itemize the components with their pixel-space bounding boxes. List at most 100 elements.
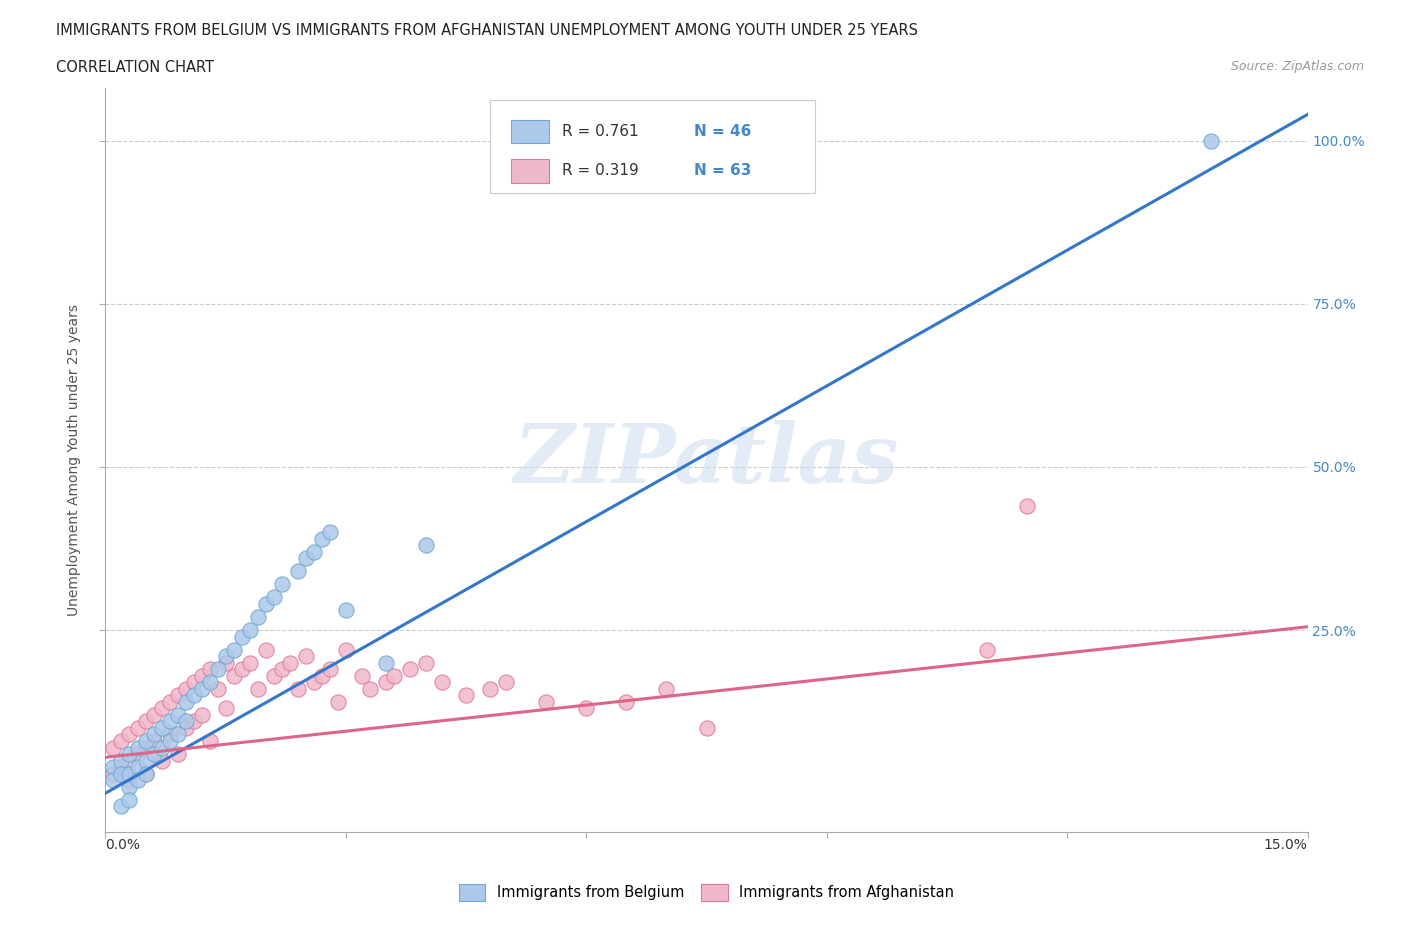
Point (159, 695, 181, 710)
Point (198, 675, 221, 690)
Point (127, 773, 149, 788)
Point (135, 714, 157, 729)
Point (415, 656, 437, 671)
Point (142, 747, 165, 762)
Point (150, 721, 173, 736)
FancyBboxPatch shape (510, 120, 548, 143)
Point (214, 649, 236, 664)
Point (575, 701, 598, 716)
Point (350, 669, 373, 684)
Point (135, 740, 157, 755)
Point (118, 753, 141, 768)
Point (295, 551, 318, 565)
Point (166, 708, 188, 723)
Point (174, 682, 197, 697)
FancyBboxPatch shape (491, 100, 814, 193)
Point (302, 675, 325, 690)
Text: ZIPatlas: ZIPatlas (513, 420, 900, 500)
Point (118, 773, 141, 788)
Text: R = 0.761: R = 0.761 (562, 124, 638, 139)
Text: 0.0%: 0.0% (105, 838, 141, 852)
Point (103, 740, 125, 755)
Point (382, 669, 405, 684)
Point (135, 766, 157, 781)
Point (110, 760, 132, 775)
Point (150, 701, 173, 716)
Point (207, 682, 229, 697)
Point (302, 544, 325, 559)
Point (110, 766, 132, 781)
Point (135, 753, 157, 768)
Point (287, 682, 309, 697)
Point (159, 727, 181, 742)
Point (135, 734, 157, 749)
Point (135, 766, 157, 781)
Text: Source: ZipAtlas.com: Source: ZipAtlas.com (1230, 60, 1364, 73)
Point (239, 622, 262, 637)
Point (207, 662, 229, 677)
Point (103, 766, 125, 781)
Point (127, 740, 149, 755)
Point (319, 662, 342, 677)
Point (110, 799, 132, 814)
Point (454, 688, 477, 703)
Point (159, 714, 181, 729)
Point (166, 747, 188, 762)
Point (696, 721, 718, 736)
Point (174, 695, 197, 710)
Point (118, 747, 141, 762)
Point (374, 675, 398, 690)
Point (326, 695, 349, 710)
Point (174, 714, 197, 729)
Point (222, 643, 245, 658)
Point (415, 538, 437, 552)
Point (150, 753, 173, 768)
Point (335, 603, 357, 618)
Point (118, 727, 141, 742)
Legend: Immigrants from Belgium, Immigrants from Afghanistan: Immigrants from Belgium, Immigrants from… (453, 879, 960, 907)
Point (150, 740, 173, 755)
Point (479, 682, 502, 697)
Point (655, 682, 678, 697)
Point (174, 721, 197, 736)
Text: CORRELATION CHART: CORRELATION CHART (56, 60, 214, 75)
Point (190, 669, 212, 684)
Point (118, 792, 141, 807)
Point (270, 577, 292, 591)
Point (534, 695, 557, 710)
Point (246, 682, 269, 697)
Point (231, 662, 253, 677)
Text: R = 0.319: R = 0.319 (562, 164, 638, 179)
FancyBboxPatch shape (510, 159, 548, 183)
Point (311, 531, 333, 546)
Point (110, 734, 132, 749)
Text: N = 63: N = 63 (695, 164, 752, 179)
Point (231, 629, 253, 644)
Point (183, 714, 205, 729)
Point (166, 727, 188, 742)
Point (430, 675, 453, 690)
Point (270, 662, 292, 677)
Point (359, 682, 381, 697)
Point (374, 656, 398, 671)
Point (319, 525, 342, 539)
Point (159, 734, 181, 749)
Point (198, 734, 221, 749)
Point (183, 688, 205, 703)
Point (198, 662, 221, 677)
Point (103, 773, 125, 788)
Point (118, 779, 141, 794)
Text: 15.0%: 15.0% (1264, 838, 1308, 852)
Point (976, 643, 998, 658)
Point (103, 760, 125, 775)
Text: N = 46: N = 46 (695, 124, 752, 139)
Text: IMMIGRANTS FROM BELGIUM VS IMMIGRANTS FROM AFGHANISTAN UNEMPLOYMENT AMONG YOUTH : IMMIGRANTS FROM BELGIUM VS IMMIGRANTS FR… (56, 23, 918, 38)
Point (142, 727, 165, 742)
Point (263, 669, 285, 684)
Point (311, 669, 333, 684)
Point (287, 564, 309, 578)
Point (166, 688, 188, 703)
Point (616, 695, 638, 710)
Point (278, 656, 301, 671)
Point (1201, 133, 1223, 148)
